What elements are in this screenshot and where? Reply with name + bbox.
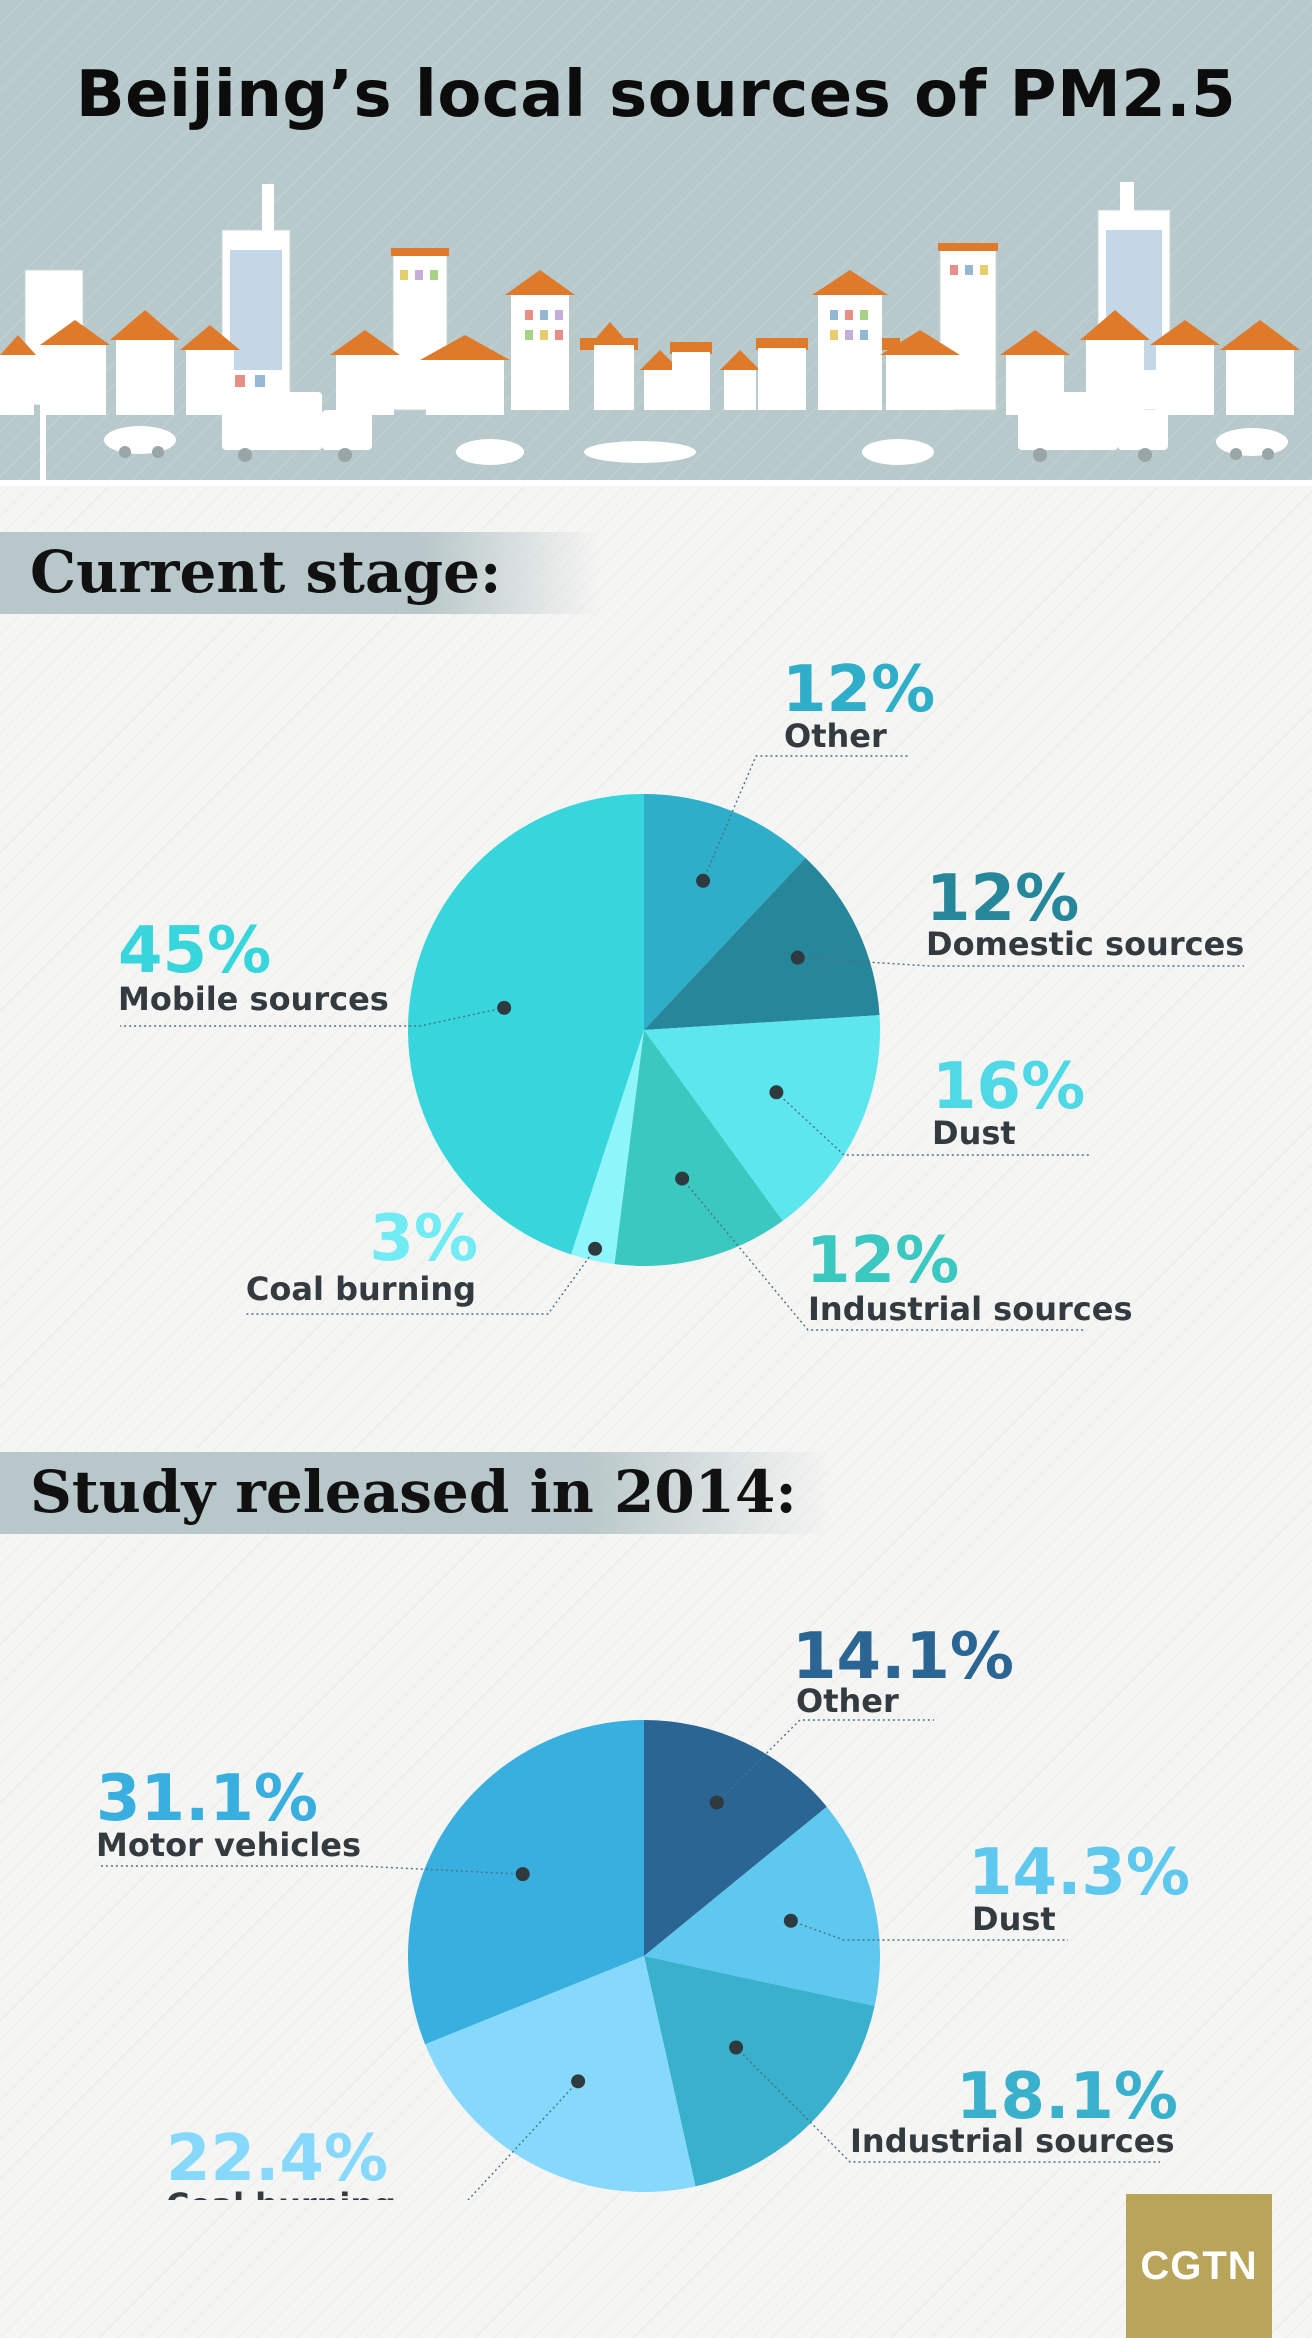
- category-label-other: Other: [784, 717, 887, 755]
- leader-line-other: [716, 1719, 934, 1803]
- section-banner-current: Current stage:: [0, 532, 600, 614]
- pie-slice-other: [644, 794, 806, 1030]
- pie-slice-other: [644, 1720, 827, 1956]
- data-label-coal-burning: 3%: [369, 1202, 478, 1276]
- page-title: Beijing’s local sources of PM2.5: [75, 58, 1237, 132]
- leader-line-coal-burning: [246, 1248, 596, 1315]
- section-title-2014: Study released in 2014:: [30, 1458, 797, 1526]
- header-banner: Beijing’s local sources of PM2.5: [0, 0, 1312, 486]
- pie-chart-2014: 14.1%Other 14.3%Dust 18.1%Industrial sourc…: [96, 1620, 1190, 2200]
- category-label-motor-vehicles: Motor vehicles: [96, 1826, 361, 1864]
- category-label-mobile-sources: Mobile sources: [118, 980, 389, 1018]
- pie-slice-domestic-sources: [644, 857, 880, 1030]
- cgtn-logo: CGTN: [1126, 2194, 1272, 2338]
- leader-line-coal-burning: [467, 2080, 579, 2200]
- leader-line-domestic-sources: [797, 956, 1244, 967]
- pie-slice-coal-burning: [571, 1030, 644, 1265]
- leader-dot-motor-vehicles: [515, 1867, 530, 1882]
- pie-slice-motor-vehicles: [407, 1720, 644, 2045]
- data-label-domestic-sources: 12%: [926, 862, 1079, 936]
- leader-dot-coal-burning: [588, 1241, 603, 1256]
- leader-dot-other: [709, 1795, 724, 1810]
- data-label-dust: 16%: [932, 1050, 1085, 1124]
- data-label-mobile-sources: 45%: [118, 914, 271, 988]
- city-skyline-illustration: [0, 182, 1300, 480]
- leader-dot-other: [696, 873, 711, 888]
- leader-dot-mobile-sources: [497, 1000, 512, 1015]
- data-label-coal-burning: 22.4%: [166, 2122, 388, 2196]
- leader-dot-industrial-sources: [729, 2040, 744, 2055]
- data-label-industrial-sources: 18.1%: [956, 2060, 1178, 2134]
- leader-line-industrial-sources: [735, 2046, 1160, 2163]
- category-label-other: Other: [796, 1682, 899, 1720]
- section-banner-2014: Study released in 2014:: [0, 1452, 830, 1534]
- pie-slice-mobile-sources: [407, 794, 644, 1255]
- leader-dot-domestic-sources: [790, 950, 805, 965]
- pie-slice-industrial-sources: [644, 1956, 875, 2187]
- data-label-dust: 14.3%: [968, 1836, 1190, 1910]
- data-label-other: 12%: [782, 653, 935, 727]
- category-label-coal-burning: Coal burning: [246, 1270, 476, 1308]
- category-label-dust: Dust: [972, 1900, 1056, 1938]
- leader-line-other: [702, 755, 908, 882]
- leader-dot-industrial-sources: [675, 1171, 690, 1186]
- category-label-industrial-sources: Industrial sources: [850, 2122, 1174, 2160]
- leader-line-dust: [790, 1920, 1068, 1941]
- category-label-coal-burning: Coal burning: [166, 2186, 396, 2200]
- pie-slice-industrial-sources: [614, 1030, 783, 1267]
- leader-dot-dust: [769, 1085, 784, 1100]
- leader-dot-coal-burning: [571, 2074, 586, 2089]
- data-label-industrial-sources: 12%: [806, 1224, 959, 1298]
- category-label-industrial-sources: Industrial sources: [808, 1290, 1132, 1328]
- ground-line: [0, 480, 1312, 486]
- data-label-motor-vehicles: 31.1%: [96, 1762, 318, 1836]
- leader-line-industrial-sources: [681, 1178, 1086, 1331]
- data-label-other: 14.1%: [792, 1620, 1014, 1694]
- pie-slice-dust: [644, 1015, 880, 1221]
- category-label-dust: Dust: [932, 1114, 1016, 1152]
- leader-dot-dust: [783, 1913, 798, 1928]
- section-title-current: Current stage:: [30, 538, 502, 606]
- category-label-domestic-sources: Domestic sources: [926, 925, 1244, 963]
- pie-slice-dust: [644, 1806, 881, 2007]
- leader-line-dust: [775, 1091, 1090, 1156]
- pie-slice-coal-burning: [425, 1956, 696, 2193]
- leader-line-mobile-sources: [120, 1007, 505, 1027]
